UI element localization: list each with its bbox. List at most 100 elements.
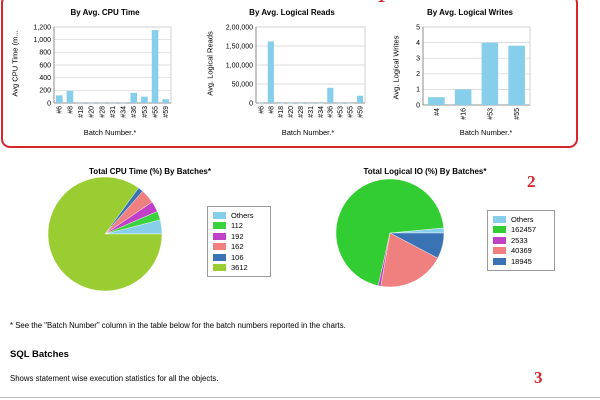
bar (508, 45, 525, 105)
x-tick-label: #16 (461, 108, 468, 120)
bar (337, 102, 344, 104)
legend-swatch (213, 232, 226, 240)
bar (428, 97, 445, 105)
x-axis-title: Batch Number.* (83, 128, 137, 137)
bar (307, 102, 314, 104)
pie-slice (335, 178, 444, 286)
pie-slice (389, 232, 445, 259)
y-tick-label: 1,00,000 (226, 62, 253, 69)
legend-item: 112 (213, 221, 265, 232)
y-tick-label: 200 (39, 88, 51, 95)
callout-number-2: 2 (527, 172, 536, 191)
y-tick-label: 0 (416, 102, 420, 109)
bar (481, 42, 499, 105)
x-tick-label: #28 (99, 106, 106, 118)
legend-swatch (213, 264, 226, 272)
bar (454, 89, 472, 105)
legend-swatch (213, 243, 226, 251)
bar (66, 90, 74, 103)
legend-swatch (493, 226, 506, 234)
bar (109, 102, 116, 104)
legend-label: Others (511, 214, 534, 224)
legend-item: 162457 (493, 225, 549, 236)
bar (151, 30, 159, 104)
legend-label: 106 (231, 252, 244, 262)
section-title: SQL Batches (10, 349, 69, 360)
bar (317, 102, 324, 104)
x-tick-label: #36 (328, 106, 335, 118)
y-tick-label: 2 (416, 71, 420, 78)
bar (56, 95, 63, 103)
x-tick-label: #59 (163, 106, 170, 118)
chart-title: By Avg. Logical Writes (427, 8, 513, 17)
legend-cpu-time: Others 112 192 162 106 3612 (207, 206, 271, 277)
pie-slice (380, 232, 439, 288)
legend-item: Others (493, 214, 549, 225)
x-tick-label: #18 (278, 106, 285, 118)
bar (130, 92, 138, 103)
y-tick-label: 1 (416, 87, 420, 94)
y-tick-label: 2,00,000 (226, 24, 253, 31)
pie-slice (47, 176, 163, 292)
bar (162, 99, 169, 103)
bar (347, 102, 354, 104)
x-tick-label: #53 (338, 106, 345, 118)
x-tick-label: #55 (514, 108, 521, 120)
x-tick-label: #34 (121, 106, 128, 118)
bar (77, 102, 84, 104)
x-axis-title: Batch Number.* (459, 128, 513, 137)
y-tick-label: 1,200 (33, 24, 51, 31)
y-tick-label: 400 (39, 75, 51, 82)
x-tick-label: #34 (318, 106, 325, 118)
chart-title: By Avg. CPU Time (70, 8, 140, 17)
section-description: Shows statement wise execution statistic… (10, 374, 219, 383)
x-tick-label: #31 (110, 106, 117, 118)
chart-title: Total CPU Time (%) By Batches* (89, 167, 211, 176)
legend-swatch (493, 215, 506, 223)
legend-item: 106 (213, 252, 265, 263)
x-tick-label: #8 (268, 106, 275, 114)
legend-swatch (213, 253, 226, 261)
legend-label: 3612 (231, 263, 248, 273)
legend-item: 18945 (493, 256, 549, 267)
x-tick-label: #53 (487, 108, 494, 120)
legend-item: 3612 (213, 263, 265, 274)
x-tick-label: #6 (258, 106, 265, 114)
y-tick-label: 3 (416, 56, 420, 63)
legend-label: 162457 (511, 225, 537, 235)
bar (267, 41, 274, 103)
x-tick-label: #28 (298, 106, 305, 118)
x-tick-label: #53 (142, 106, 149, 118)
bar (98, 102, 106, 104)
divider (0, 397, 600, 398)
bar (257, 102, 265, 104)
legend-swatch (493, 236, 506, 244)
bar (356, 95, 364, 103)
chart-title: By Avg. Logical Reads (249, 8, 335, 17)
legend-label: 162 (231, 242, 244, 252)
legend-item: 192 (213, 231, 265, 242)
bar (141, 96, 148, 103)
y-tick-label: 800 (39, 50, 51, 57)
legend-label: 192 (231, 231, 244, 241)
chart-title: Total Logical IO (%) By Batches* (363, 167, 487, 176)
legend-label: 2533 (511, 235, 528, 245)
y-tick-label: 1,000 (33, 37, 51, 44)
x-tick-label: #20 (288, 106, 295, 118)
bar (327, 87, 334, 103)
bar (277, 102, 284, 104)
y-tick-label: 4 (416, 40, 420, 47)
x-tick-label: #6 (57, 106, 64, 114)
bar (297, 102, 304, 104)
x-axis-title: Batch Number.* (281, 128, 335, 137)
x-tick-label: #8 (67, 106, 74, 114)
callout-number-1: 1 (377, 0, 386, 7)
legend-item: 2533 (493, 235, 549, 246)
bar (287, 102, 294, 104)
y-tick-label: 0 (47, 100, 51, 107)
x-tick-label: #59 (357, 106, 364, 118)
legend-item: 162 (213, 242, 265, 253)
